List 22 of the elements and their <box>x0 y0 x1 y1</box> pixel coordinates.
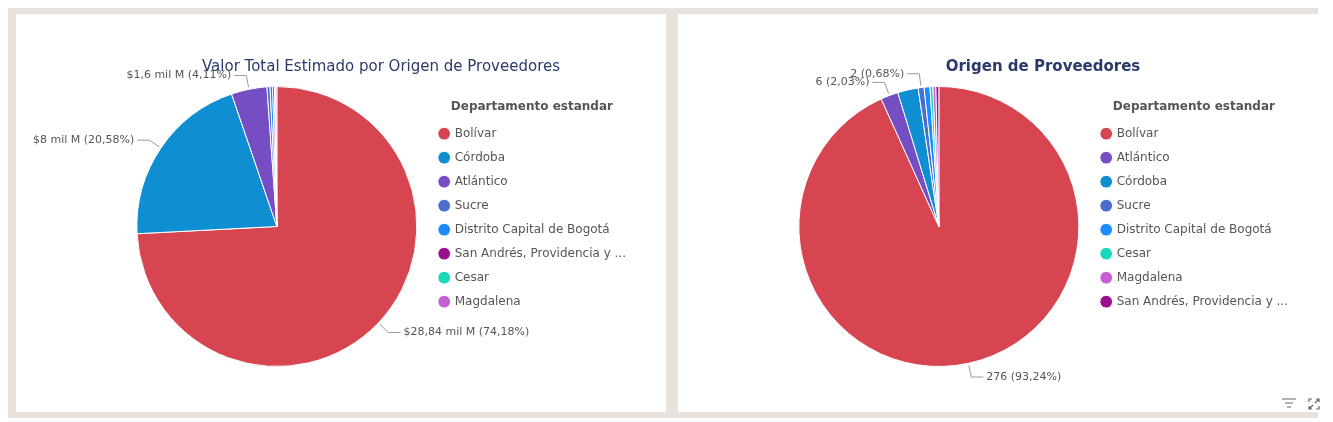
legend-title: Departamento estandar <box>1112 99 1275 114</box>
legend-label: Córdoba <box>1116 173 1168 188</box>
legend-label: Atlántico <box>454 173 508 188</box>
data-label: $8 mil M (20,58%) <box>32 133 135 147</box>
legend-label: San Andrés, Providencia y ... <box>1116 293 1288 308</box>
legend-label: Distrito Capital de Bogotá <box>1116 221 1272 236</box>
legend-label: Sucre <box>454 197 489 212</box>
legend-label: Córdoba <box>454 149 506 164</box>
legend-label: Atlántico <box>1116 149 1170 164</box>
legend-label: Cesar <box>1116 245 1152 260</box>
data-label: 276 (93,24%) <box>986 369 1062 383</box>
legend-label: Magdalena <box>1116 269 1183 284</box>
legend-label: Distrito Capital de Bogotá <box>454 221 610 236</box>
legend-label: Cesar <box>454 269 490 284</box>
legend-label: San Andrés, Providencia y ... <box>454 245 626 260</box>
data-label: $28,84 mil M (74,18%) <box>403 325 530 339</box>
chart-title: Origen de Proveedores <box>945 56 1141 75</box>
legend-label: Bolívar <box>454 125 497 140</box>
legend-label: Magdalena <box>454 293 521 308</box>
legend-label: Bolívar <box>1116 125 1159 140</box>
legend-title: Departamento estandar <box>450 99 613 114</box>
legend-label: Sucre <box>1116 197 1151 212</box>
